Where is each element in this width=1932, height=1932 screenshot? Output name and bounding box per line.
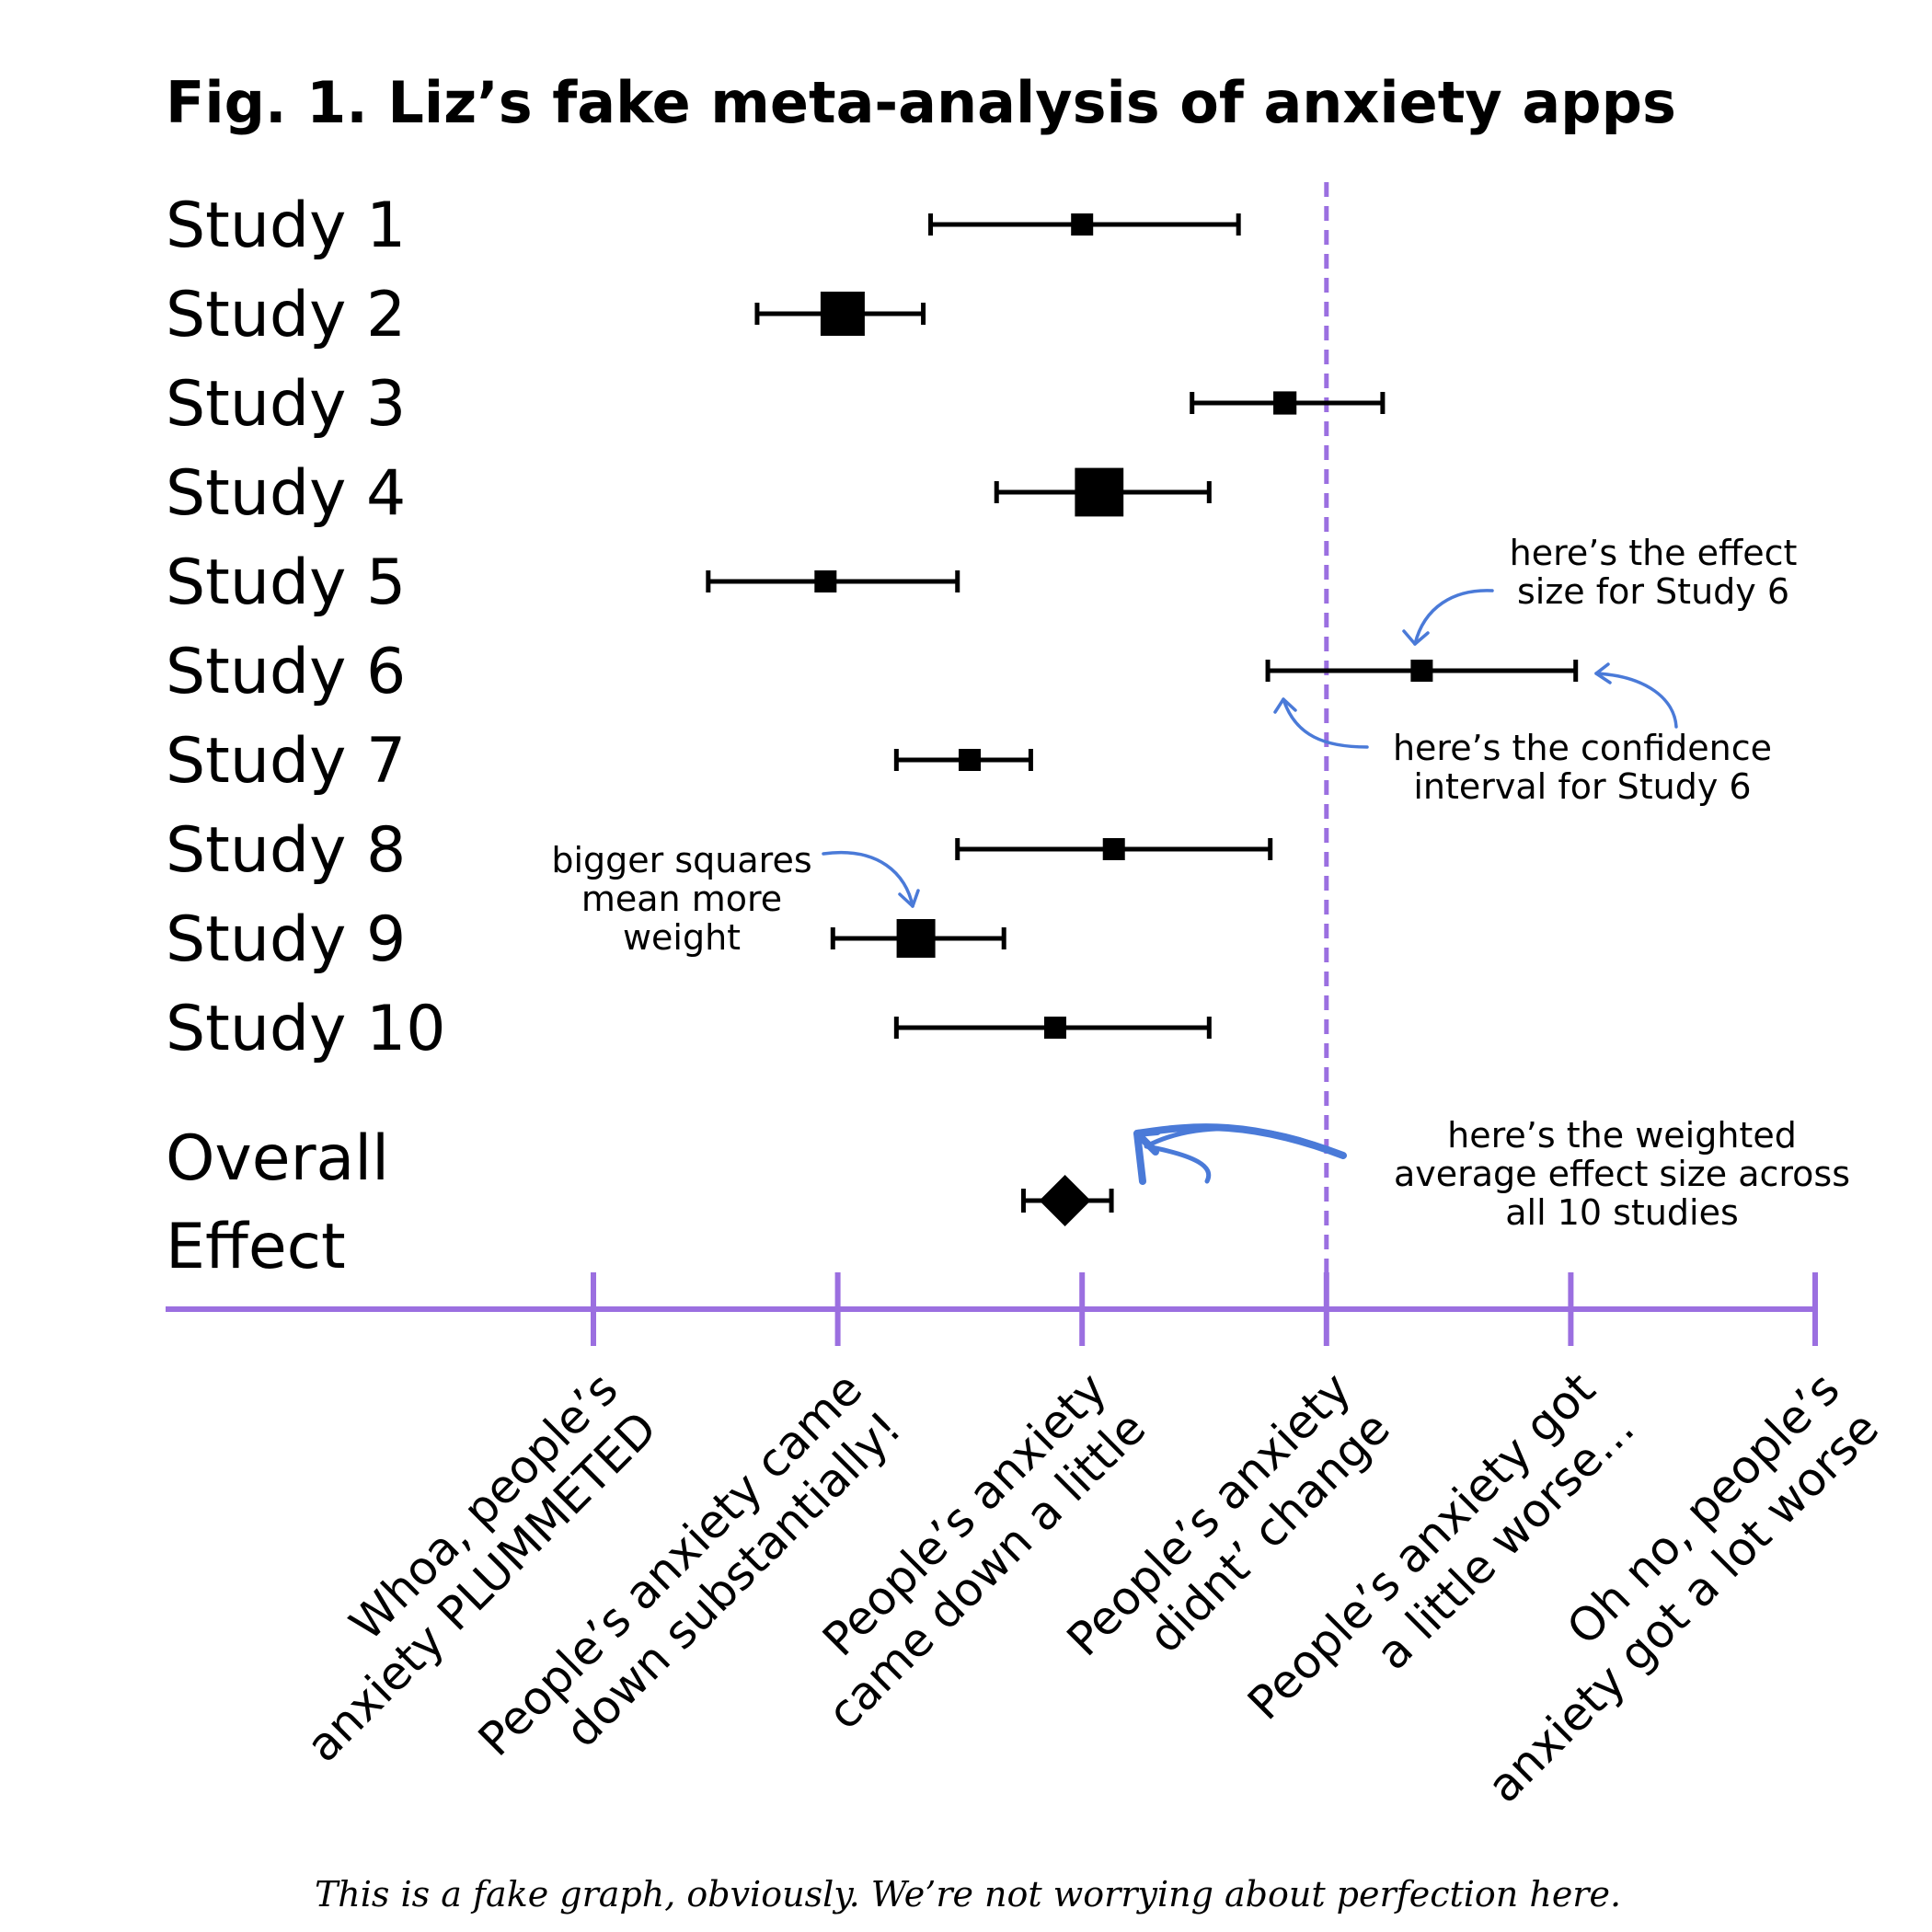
annotation-line: all 10 studies [1505,1192,1739,1233]
annotation-line: bigger squares [551,840,811,880]
effect-square [814,570,837,592]
arrow-effect-size [1413,589,1494,646]
study-label: Study 1 [166,190,406,262]
arrowhead-weighted-average [1133,1128,1161,1156]
x-tick-labels: Whoa, people’sanxiety PLUMMETEDPeople’s … [296,1363,1889,1813]
arrowhead-ci-left [1273,697,1297,714]
study-label: Study 10 [166,993,445,1065]
arrow-ci-left [1282,697,1369,749]
effect-square [959,749,982,771]
annotation-confidence-interval: here’s the confidence interval for Study … [1393,728,1772,807]
effect-square [1043,1017,1066,1039]
arrow-ci-right [1594,672,1678,729]
study-label: Study 7 [166,725,406,798]
arrow-weighted-average-tail [1144,1126,1346,1184]
study-label: Study 2 [166,279,406,351]
annotation-line: interval for Study 6 [1413,766,1751,807]
overall-effect: Overall Effect [166,1122,1114,1283]
study-label: Study 4 [166,457,406,530]
effect-square [1075,467,1124,517]
annotation-line: here’s the weighted [1447,1115,1797,1156]
arrowhead-ci-right [1594,662,1612,684]
annotations: here’s the effect size for Study 6here’s … [551,533,1850,1233]
overall-label: Effect [166,1211,346,1283]
arrowhead-effect-size [1402,629,1430,646]
effect-square [1273,391,1297,415]
x-axis [166,1272,1818,1346]
arrow-squares-weight [822,851,914,908]
arrowhead-squares-weight [898,889,920,908]
effect-square [820,292,865,336]
annotation-line: mean more [581,879,782,919]
annotation-squares-weight: bigger squares mean more weight [551,840,811,958]
annotation-line: average effect size across [1394,1154,1850,1194]
chart-title: Fig. 1. Liz’s fake meta-analysis of anxi… [166,69,1676,136]
annotation-effect-size: here’s the effect size for Study 6 [1510,533,1798,612]
study-label: Study 9 [166,903,406,976]
effect-square [1410,660,1433,682]
effect-square [1102,838,1125,860]
effect-square [896,919,936,958]
annotation-line: here’s the confidence [1393,728,1772,768]
effect-square [1071,213,1094,236]
annotation-line: size for Study 6 [1517,571,1789,612]
footnote: This is a fake graph, obviously. We’re n… [315,1874,1621,1915]
annotation-line: weight [623,917,741,958]
overall-diamond [1039,1175,1091,1226]
annotation-line: here’s the effect [1510,533,1798,573]
overall-label: Overall [166,1122,389,1195]
study-rows: Study 1 Study 2 Study 3 Study 4 Study 5 Study… [166,190,1579,1065]
study-label: Study 3 [166,368,406,441]
study-label: Study 6 [166,636,406,708]
study-label: Study 5 [166,546,406,619]
annotation-weighted-average: here’s the weighted average effect size a… [1394,1115,1850,1233]
study-label: Study 8 [166,814,406,887]
